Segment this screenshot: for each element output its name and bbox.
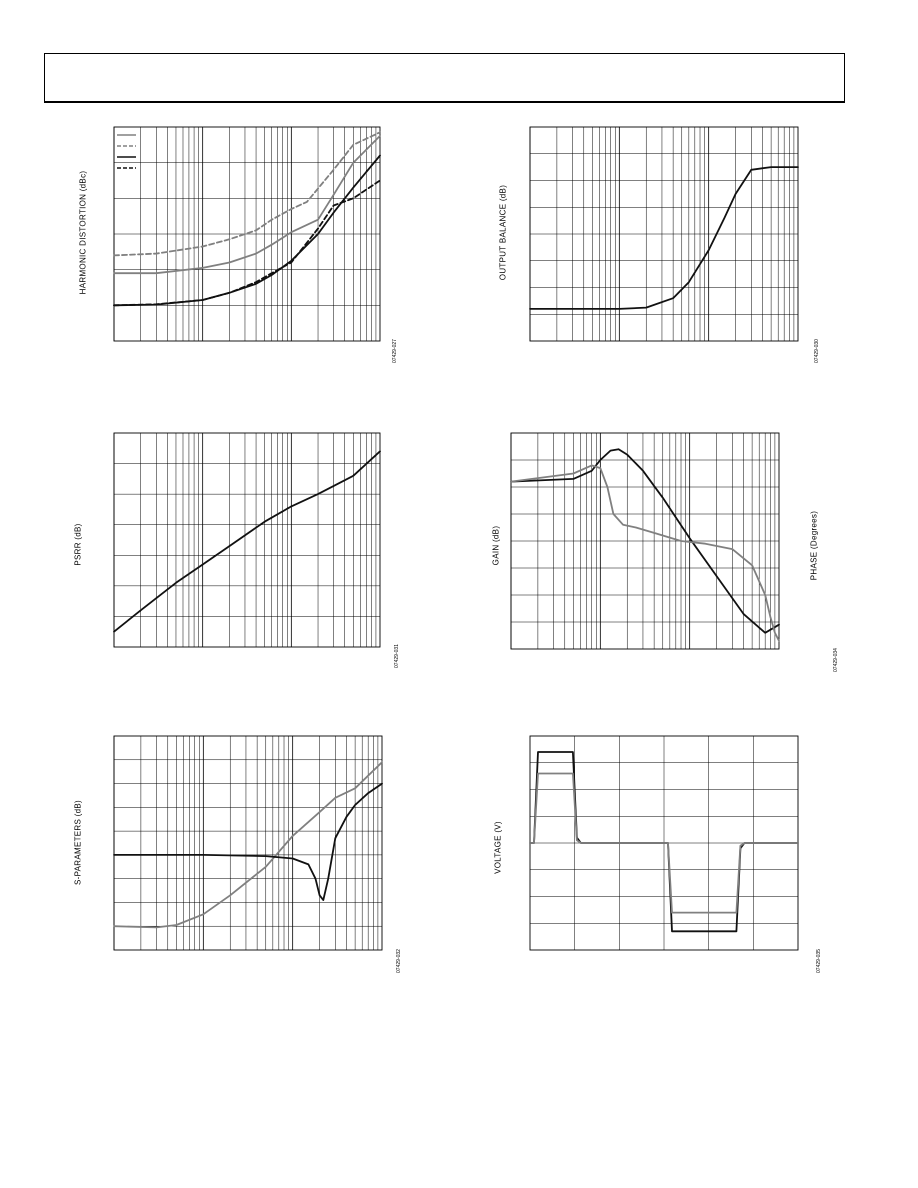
- s-parameters-ylabel: S-PARAMETERS (dB): [73, 800, 83, 885]
- gain-ylabel: GAIN (dB): [491, 525, 501, 566]
- voltage-plot: [529, 735, 799, 951]
- psrr-plot-frame: [113, 432, 381, 648]
- gp-grid: [510, 433, 779, 649]
- sp-grid: [113, 736, 382, 950]
- harmonic-distortion-ylabel: HARMONIC DISTORTION (dBc): [78, 170, 88, 295]
- psrr-grid: [113, 433, 380, 647]
- harmonic-distortion-figure-code: 07429-027: [392, 339, 398, 363]
- ob-plot-frame: [529, 126, 799, 342]
- chart-s-parameters: S-PARAMETERS (dB) 07429-032: [60, 728, 410, 988]
- sp-series-0-line: [113, 761, 383, 929]
- psrr-figure-code: 07429-031: [394, 644, 400, 668]
- gp-series-1-line: [510, 464, 780, 642]
- hd-grid: [113, 127, 380, 341]
- hd-plot-frame: [113, 126, 381, 342]
- voltage-ylabel: VOLTAGE (V): [493, 821, 503, 874]
- sp-series-1-line: [113, 782, 383, 901]
- ob-grid: [529, 127, 798, 341]
- chart-gain-phase: GAIN (dB) PHASE (Degrees) 07429-034: [480, 425, 850, 685]
- output-balance-figure-code: 07429-030: [814, 339, 820, 363]
- chart-voltage: VOLTAGE (V) 07429-035: [480, 728, 830, 988]
- output-balance-plot: [529, 126, 799, 342]
- psrr-plot: [113, 432, 381, 648]
- phase-ylabel: PHASE (Degrees): [809, 510, 819, 581]
- sp-plot-frame: [113, 735, 383, 951]
- chart-output-balance: OUTPUT BALANCE (dB) 07429-030: [480, 120, 830, 380]
- hd-series-3-line: [113, 179, 381, 307]
- vt-series-1-line: [529, 772, 799, 914]
- gain-phase-plot: [510, 432, 780, 650]
- hd-series-0-line: [113, 135, 381, 275]
- output-balance-ylabel: OUTPUT BALANCE (dB): [498, 184, 508, 281]
- page-header-rule: [44, 53, 845, 103]
- chart-psrr: PSRR (dB) 07429-031: [60, 425, 410, 685]
- ob-series-0-line: [529, 166, 799, 310]
- hd-series-2-line: [113, 154, 381, 307]
- gp-series-0-line: [510, 448, 780, 634]
- voltage-figure-code: 07429-035: [816, 949, 822, 973]
- psrr-series-0-line: [113, 450, 381, 633]
- s-parameters-plot: [113, 735, 383, 951]
- s-parameters-figure-code: 07429-032: [396, 949, 402, 973]
- hd-series-1-line: [113, 131, 381, 257]
- gain-phase-figure-code: 07429-034: [833, 648, 839, 672]
- gp-plot-frame: [510, 432, 780, 650]
- chart-harmonic-distortion: HARMONIC DISTORTION (dBc) 07429-027: [60, 120, 410, 380]
- harmonic-distortion-plot: [113, 126, 381, 342]
- psrr-ylabel: PSRR (dB): [73, 523, 83, 566]
